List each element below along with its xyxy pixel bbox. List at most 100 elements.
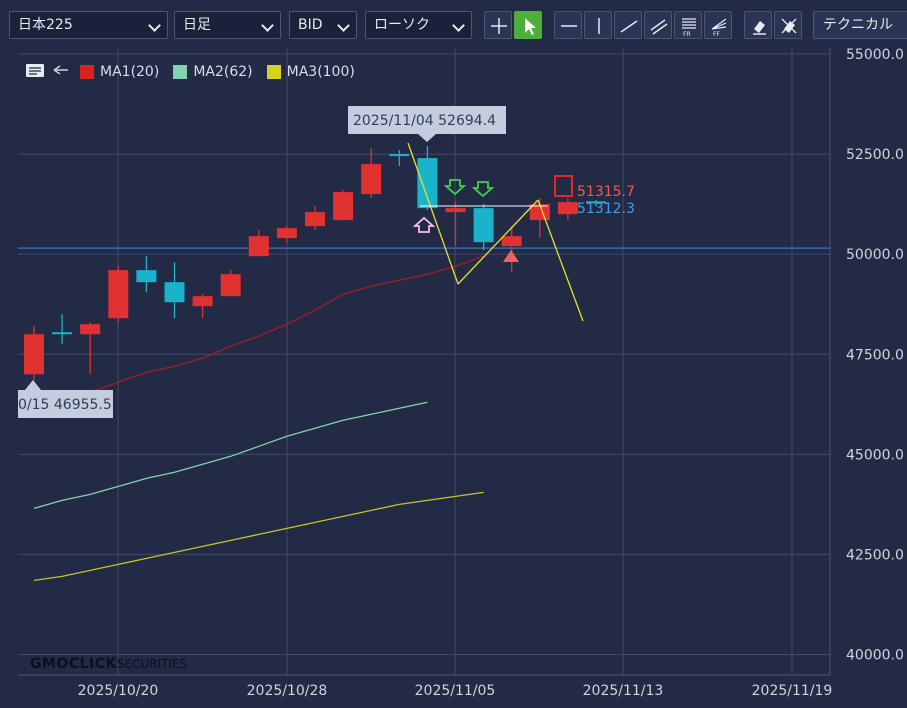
candle-body bbox=[501, 236, 522, 247]
chart-labels: 55000.0 52500.0 50000.0 47500.0 45000.0 42500… bbox=[18, 47, 904, 699]
drawn-trend-line bbox=[457, 199, 539, 285]
candle bbox=[164, 262, 185, 319]
candle-body bbox=[473, 208, 494, 243]
ma1-line bbox=[33, 255, 484, 409]
candle bbox=[80, 322, 101, 375]
candle bbox=[445, 202, 466, 247]
fibonacci-retracement-button[interactable]: FR bbox=[674, 11, 702, 39]
channel-tool-button[interactable] bbox=[644, 11, 672, 39]
candle-body bbox=[361, 164, 382, 195]
price-type-select-value: BID bbox=[298, 17, 323, 33]
x-axis-tick-label: 2025/10/28 bbox=[247, 683, 328, 699]
candle-body bbox=[192, 296, 213, 307]
trend-line-tool-button[interactable] bbox=[614, 11, 642, 39]
fibonacci-retracement-icon: FR bbox=[682, 18, 696, 38]
clear-all-icon bbox=[781, 18, 797, 34]
x-axis-tick-label: 2025/11/13 bbox=[583, 683, 664, 699]
symbol-select-value: 日本225 bbox=[18, 17, 73, 33]
low-tooltip-text: 0/15 46955.5 bbox=[18, 397, 112, 413]
legend-toggle-button[interactable] bbox=[24, 61, 70, 83]
high-tooltip-text: 2025/11/04 52694.4 bbox=[353, 113, 496, 129]
candle bbox=[136, 256, 157, 293]
ma2-line bbox=[33, 401, 428, 510]
y-axis-tick-label: 40000.0 bbox=[846, 648, 904, 664]
legend-item-ma1[interactable]: MA1(20) bbox=[80, 64, 159, 80]
candle bbox=[276, 226, 297, 243]
legend-label-ma1: MA1(20) bbox=[100, 64, 160, 80]
candle-body bbox=[80, 324, 101, 335]
horizontal-line-tool-button[interactable] bbox=[554, 11, 582, 39]
candle bbox=[24, 326, 44, 381]
bid-price-label: 51315.7 bbox=[577, 184, 635, 200]
legend-item-ma2[interactable]: MA2(62) bbox=[173, 64, 253, 80]
x-axis-tick-label: 2025/11/19 bbox=[752, 683, 833, 699]
candlestick-series bbox=[24, 146, 606, 381]
clear-all-drawings-button[interactable] bbox=[774, 11, 802, 39]
candle bbox=[389, 150, 410, 167]
eraser-tool-button[interactable] bbox=[744, 11, 772, 39]
candle bbox=[192, 294, 213, 319]
crosshair-tool-button[interactable] bbox=[484, 11, 512, 39]
pointer-tool-button[interactable] bbox=[514, 11, 542, 39]
candle bbox=[473, 204, 494, 251]
sell-signal-arrow-icon bbox=[443, 179, 467, 196]
chart-style-select-value: ローソク bbox=[374, 17, 430, 33]
candle-body bbox=[24, 334, 44, 375]
legend-item-ma3[interactable]: MA3(100) bbox=[266, 64, 355, 80]
symbol-select[interactable]: 日本225 bbox=[9, 11, 168, 39]
high-price-tooltip: 2025/11/04 52694.4 bbox=[348, 106, 506, 142]
legend-label-ma2: MA2(62) bbox=[193, 64, 253, 80]
candle-body bbox=[389, 154, 410, 157]
legend-swatch-ma2 bbox=[173, 65, 188, 79]
y-axis-tick-label: 42500.0 bbox=[846, 547, 904, 563]
fibonacci-fan-icon: FF bbox=[711, 18, 727, 38]
technical-indicators-button[interactable]: テクニカル bbox=[813, 11, 907, 39]
price-type-select[interactable]: BID bbox=[289, 11, 357, 39]
y-axis-tick-label: 55000.0 bbox=[846, 47, 904, 63]
x-axis-tick-label: 2025/10/20 bbox=[78, 683, 159, 699]
crosshair-icon bbox=[491, 18, 507, 34]
candle-body bbox=[557, 202, 578, 215]
x-axis-tick-label: 2025/11/05 bbox=[415, 683, 496, 699]
candle bbox=[305, 206, 325, 231]
trend-line-icon bbox=[620, 20, 638, 33]
y-axis-tick-label: 45000.0 bbox=[846, 447, 904, 463]
candle-body bbox=[220, 274, 241, 297]
brand-watermark: GMOCLICKSECURITIES bbox=[30, 656, 187, 672]
high-tooltip-pointer bbox=[418, 134, 436, 142]
candle-body bbox=[586, 201, 606, 204]
watermark-brand: GMOCLICK bbox=[30, 656, 117, 672]
low-tooltip-box bbox=[18, 390, 113, 418]
user-drawings bbox=[407, 142, 584, 322]
parallel-lines-icon bbox=[650, 19, 668, 35]
ma3-line bbox=[33, 491, 484, 582]
chart-style-select[interactable]: ローソク bbox=[365, 11, 472, 39]
candle-body bbox=[108, 270, 129, 319]
drawn-trend-line bbox=[537, 199, 584, 322]
timeframe-select[interactable]: 日足 bbox=[174, 11, 281, 39]
fibonacci-fan-button[interactable]: FF bbox=[704, 11, 732, 39]
svg-text:FR: FR bbox=[683, 31, 691, 38]
triangle-marker-icon bbox=[503, 250, 519, 262]
candle bbox=[52, 314, 73, 345]
horizontal-line-icon bbox=[561, 25, 577, 27]
candle-body bbox=[417, 158, 438, 209]
eraser-icon bbox=[753, 21, 766, 35]
candle-body bbox=[248, 236, 269, 257]
legend-label-ma3: MA3(100) bbox=[286, 64, 355, 80]
candle bbox=[586, 200, 606, 207]
svg-text:FF: FF bbox=[713, 31, 720, 38]
legend-swatch-ma1 bbox=[80, 65, 94, 79]
vertical-line-icon bbox=[598, 18, 600, 34]
chart-toolbar: 日本225 日足 BID ローソク FR FF テクニカル bbox=[0, 0, 907, 48]
candle-body bbox=[333, 192, 354, 221]
watermark-sub: SECURITIES bbox=[116, 657, 188, 671]
cursor-arrow-icon bbox=[525, 18, 536, 35]
ask-price-label: 51312.3 bbox=[577, 201, 635, 217]
candle-body bbox=[445, 208, 466, 213]
drawn-trend-line bbox=[407, 142, 459, 285]
candle bbox=[361, 148, 382, 199]
vertical-line-tool-button[interactable] bbox=[584, 11, 612, 39]
candle-body bbox=[136, 270, 157, 283]
